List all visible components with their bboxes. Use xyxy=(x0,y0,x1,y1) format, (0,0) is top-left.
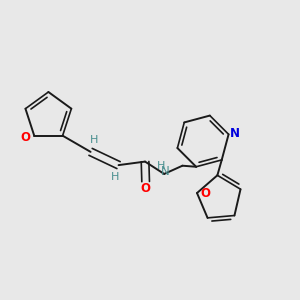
Text: N: N xyxy=(230,127,240,140)
Text: H: H xyxy=(111,172,119,182)
Text: H: H xyxy=(90,135,98,145)
Text: O: O xyxy=(200,187,210,200)
Text: O: O xyxy=(141,182,151,195)
Text: H: H xyxy=(157,161,165,171)
Text: O: O xyxy=(20,130,30,144)
Text: N: N xyxy=(160,165,169,178)
